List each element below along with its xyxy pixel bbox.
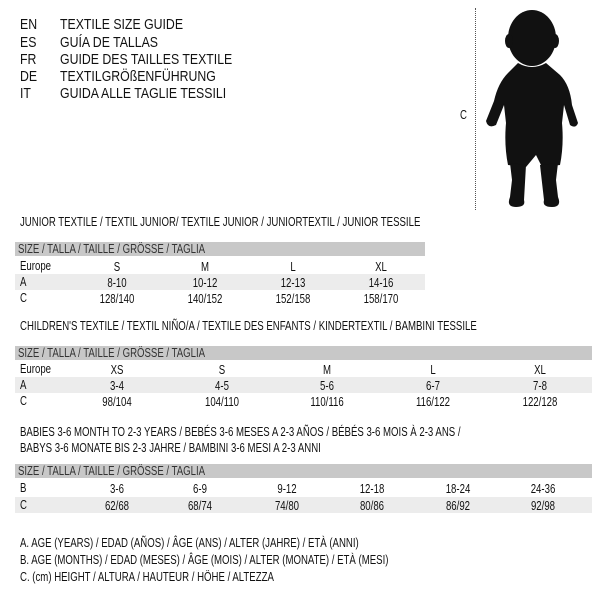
table-cell: 10-12 [192,275,218,290]
table-cell: XS [110,362,124,377]
table-cell: 4-5 [215,378,229,393]
lang-title: GUÍA DE TALLAS [60,34,158,51]
table-cell: 152/158 [275,291,311,306]
row-label: B [20,480,27,495]
section-title-junior: JUNIOR TEXTILE / TEXTIL JUNIOR/ TEXTILE … [20,214,421,229]
table-cell: 12-18 [359,481,385,496]
size-header: SIZE / TALLA / TAILLE / GRÖSSE / TAGLIA [15,242,425,256]
table-cell: 9-12 [277,481,297,496]
table-cell: S [113,259,121,274]
table-cell: 158/170 [363,291,399,306]
row-label: Europe [20,258,52,273]
table-row [15,361,592,377]
table-cell: 18-24 [445,481,471,496]
table-cell: 122/128 [522,394,558,409]
table-cell: 80/86 [359,498,385,513]
table-cell: 92/98 [530,498,556,513]
section-title-children: CHILDREN'S TEXTILE / TEXTIL NIÑO/A / TEX… [20,318,477,333]
table-cell: 116/122 [415,394,451,409]
legend-c: C. (cm) HEIGHT / ALTURA / HAUTEUR / HÖHE… [20,569,274,584]
child-silhouette-icon [486,10,578,207]
row-label: C [20,290,27,305]
table-cell: 140/152 [187,291,223,306]
row-label: C [20,497,27,512]
row-label: Europe [20,361,52,376]
legend-a: A. AGE (YEARS) / EDAD (AÑOS) / ÂGE (ANS)… [20,535,359,550]
table-cell: 68/74 [187,498,213,513]
row-label: A [20,274,27,289]
lang-code: FR [20,51,37,68]
table-cell: L [290,259,296,274]
table-row [15,480,592,496]
lang-code: EN [20,16,38,33]
table-cell: 6-9 [193,481,207,496]
measure-label: C [460,107,467,122]
lang-code: DE [20,68,38,85]
lang-code: ES [20,34,37,51]
table-cell: S [218,362,226,377]
size-header: SIZE / TALLA / TAILLE / GRÖSSE / TAGLIA [15,464,592,478]
table-cell: L [430,362,436,377]
table-cell: 3-6 [110,481,124,496]
size-header-label: SIZE / TALLA / TAILLE / GRÖSSE / TAGLIA [17,463,206,478]
size-header-label: SIZE / TALLA / TAILLE / GRÖSSE / TAGLIA [17,345,206,360]
table-cell: XL [534,362,546,377]
table-cell: 6-7 [426,378,440,393]
measurement-line [475,8,476,210]
table-cell: 98/104 [102,394,132,409]
lang-title: GUIDA ALLE TAGLIE TESSILI [60,85,227,102]
size-header: SIZE / TALLA / TAILLE / GRÖSSE / TAGLIA [15,346,592,360]
legend-b: B. AGE (MONTHS) / EDAD (MESES) / ÂGE (MO… [20,552,389,567]
table-cell: 62/68 [104,498,130,513]
table-row [15,497,592,513]
lang-title: GUIDE DES TAILLES TEXTILE [60,51,233,68]
table-cell: 128/140 [99,291,135,306]
table-cell: M [322,362,332,377]
table-cell: 7-8 [533,378,547,393]
table-cell: XL [375,259,387,274]
lang-title: TEXTILGRÖßENFÜHRUNG [60,68,216,85]
table-cell: 74/80 [274,498,300,513]
row-label: C [20,393,27,408]
size-header-label: SIZE / TALLA / TAILLE / GRÖSSE / TAGLIA [17,241,206,256]
section-title-babies-2: BABYS 3-6 MONATE BIS 2-3 JAHRE / BAMBINI… [20,440,321,455]
table-row [15,274,425,290]
row-label: A [20,377,27,392]
section-title-babies: BABIES 3-6 MONTH TO 2-3 YEARS / BEBÉS 3-… [20,424,461,439]
table-cell: 14-16 [368,275,394,290]
table-cell: 110/116 [310,394,344,409]
table-row [15,258,425,274]
table-cell: 86/92 [445,498,471,513]
lang-code: IT [20,85,31,102]
table-row [15,377,592,393]
table-cell: 24-36 [530,481,556,496]
table-cell: 5-6 [320,378,334,393]
table-cell: 8-10 [107,275,127,290]
table-cell: 104/110 [204,394,240,409]
table-cell: 3-4 [110,378,124,393]
table-cell: 12-13 [280,275,306,290]
table-cell: M [200,259,210,274]
lang-title: TEXTILE SIZE GUIDE [60,16,184,33]
